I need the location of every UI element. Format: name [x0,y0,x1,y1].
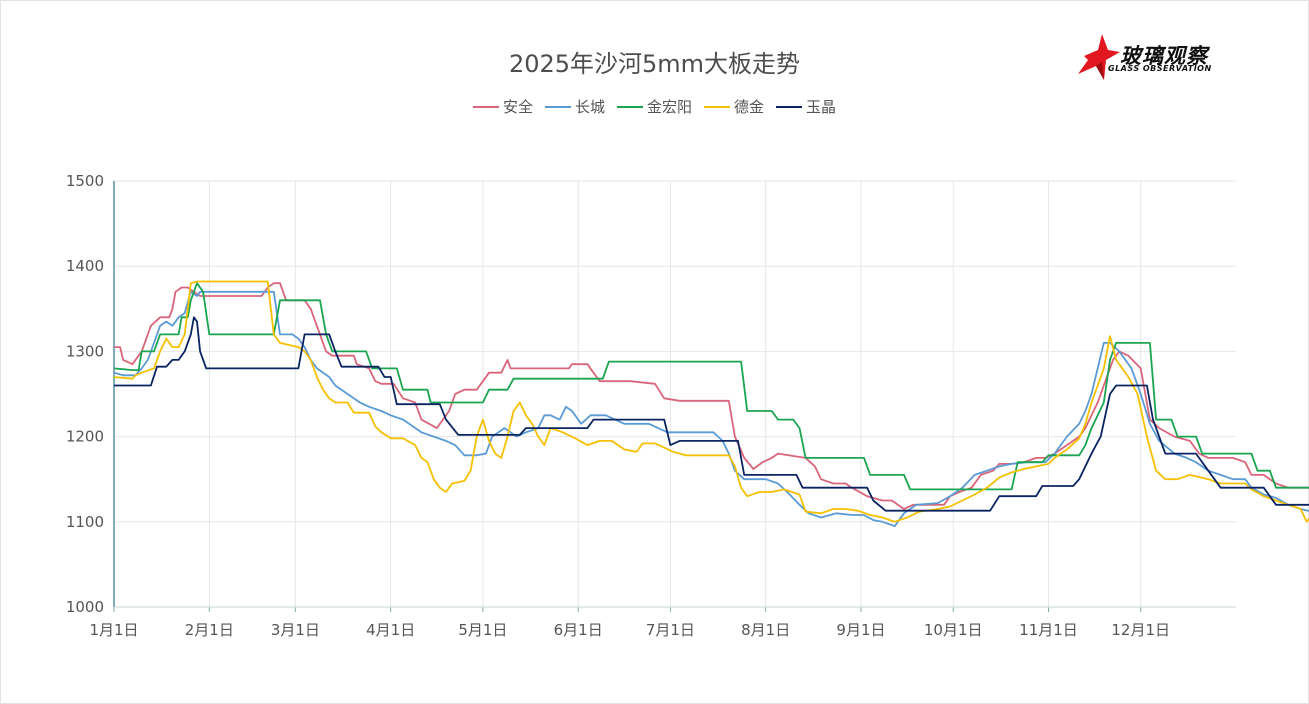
y-tick-label: 1200 [66,428,104,446]
chart-title: 2025年沙河5mm大板走势 [508,50,801,78]
x-tick-label: 1月1日 [89,621,138,639]
y-tick-label: 1500 [66,172,104,190]
y-tick-label: 1000 [66,598,104,616]
y-tick-label: 1100 [66,513,104,531]
legend-swatch [704,105,730,108]
x-tick-label: 11月1日 [1019,621,1078,639]
x-tick-label: 7月1日 [646,621,695,639]
legend-item[interactable]: 安全 [472,96,533,117]
x-tick-label: 2月1日 [185,621,234,639]
legend-swatch [472,105,499,108]
legend-swatch [544,105,571,108]
legend-swatch [776,105,803,108]
legend-label: 长城 [574,98,605,116]
glass-observation-logo [1078,34,1120,80]
x-tick-label: 6月1日 [554,621,603,639]
y-tick-label: 1300 [66,342,104,360]
legend-item[interactable]: 金宏阳 [616,96,692,117]
legend-item[interactable]: 长城 [544,96,605,117]
series-line-金宏阳 [113,282,1309,491]
legend-item[interactable]: 玉晶 [776,96,836,117]
series-line-玉晶 [114,316,1309,512]
legend-label: 玉晶 [806,98,837,116]
x-tick-label: 3月1日 [271,621,320,639]
series-line-长城 [113,290,1309,527]
x-tick-label: 5月1日 [458,621,507,639]
x-tick-label: 12月1日 [1111,621,1170,639]
legend: 安全 长城 金宏阳 德金 玉晶 [0,96,1309,117]
logo-text: 玻璃观察 [1120,44,1208,68]
x-tick-label: 4月1日 [366,621,415,639]
x-tick-label: 8月1日 [741,621,790,639]
y-tick-label: 1400 [66,257,104,275]
legend-label: 金宏阳 [646,98,692,116]
legend-swatch [616,105,643,108]
series-line-安全 [114,282,1309,510]
legend-item[interactable]: 德金 [704,96,764,117]
x-tick-label: 10月1日 [924,621,983,639]
logo-subtext: GLASS OBSERVATION [1108,64,1212,73]
x-tick-label: 9月1日 [836,621,885,639]
legend-label: 德金 [734,98,765,116]
legend-label: 安全 [502,98,533,116]
